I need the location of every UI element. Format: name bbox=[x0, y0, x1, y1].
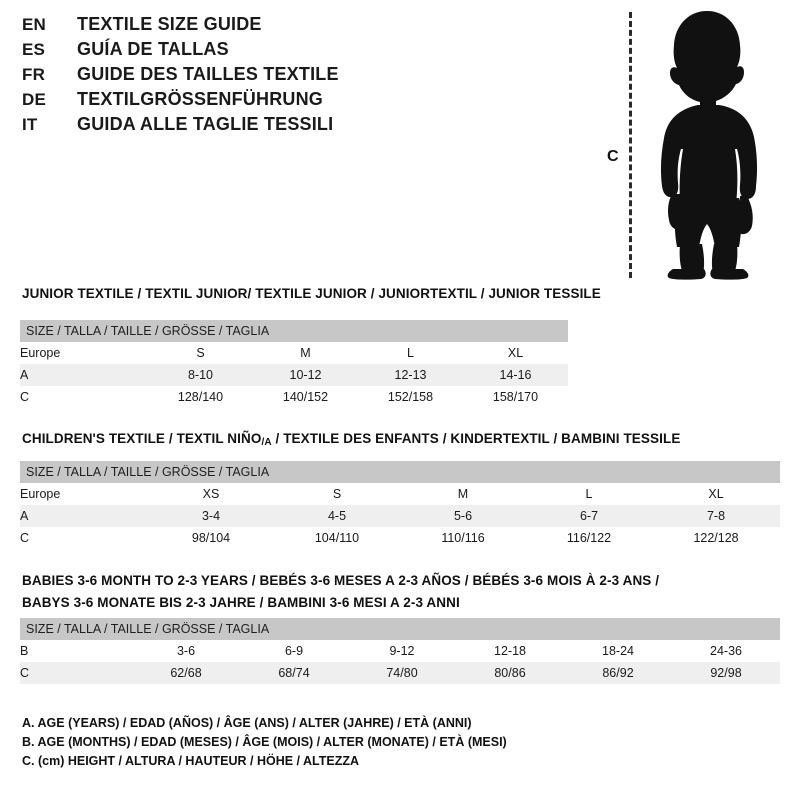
junior-bar-label: SIZE / TALLA / TAILLE / GRÖSSE / TAGLIA bbox=[20, 320, 569, 342]
toddler-silhouette-icon bbox=[660, 11, 758, 280]
language-code-it: IT bbox=[22, 115, 38, 134]
babies-row-c-v1: 68/74 bbox=[240, 662, 348, 684]
table-row: C 128/140 140/152 152/158 158/170 bbox=[20, 386, 569, 408]
table-row: C 98/104 104/110 110/116 116/122 122/128 bbox=[20, 527, 781, 549]
children-row-c-label: C bbox=[20, 527, 148, 549]
children-row-a-v1: 4-5 bbox=[274, 505, 400, 527]
children-heading-sub: /A bbox=[261, 437, 272, 448]
children-row-europe-v3: L bbox=[526, 483, 652, 505]
table-row: A 8-10 10-12 12-13 14-16 bbox=[20, 364, 569, 386]
language-code-de: DE bbox=[22, 90, 47, 109]
babies-row-b-v1: 6-9 bbox=[240, 640, 348, 662]
junior-row-a-label: A bbox=[20, 364, 148, 386]
language-code-fr: FR bbox=[22, 65, 46, 84]
language-title-en: TEXTILE SIZE GUIDE bbox=[77, 14, 262, 34]
table-row: C 62/68 68/74 74/80 80/86 86/92 92/98 bbox=[20, 662, 780, 684]
children-row-europe-label: Europe bbox=[20, 483, 148, 505]
babies-row-c-v4: 86/92 bbox=[564, 662, 672, 684]
babies-row-c-v3: 80/86 bbox=[456, 662, 564, 684]
children-bar-label: SIZE / TALLA / TAILLE / GRÖSSE / TAGLIA bbox=[20, 461, 781, 483]
language-row-es: ES GUÍA DE TALLAS bbox=[22, 39, 542, 64]
language-row-it: IT GUIDA ALLE TAGLIE TESSILI bbox=[22, 114, 542, 139]
measure-label-c: C bbox=[607, 148, 619, 165]
babies-row-b-v3: 12-18 bbox=[456, 640, 564, 662]
language-title-es: GUÍA DE TALLAS bbox=[77, 39, 229, 59]
junior-row-c-v0: 128/140 bbox=[148, 386, 253, 408]
section-heading-children: CHILDREN'S TEXTILE / TEXTIL NIÑO/A / TEX… bbox=[22, 431, 680, 448]
language-title-block: EN TEXTILE SIZE GUIDE ES GUÍA DE TALLAS … bbox=[22, 14, 542, 139]
legend-block: A. AGE (YEARS) / EDAD (AÑOS) / ÂGE (ANS)… bbox=[22, 714, 507, 771]
legend-line-c: C. (cm) HEIGHT / ALTURA / HAUTEUR / HÖHE… bbox=[22, 754, 360, 768]
children-row-europe-v1: S bbox=[274, 483, 400, 505]
babies-row-b-v5: 24-36 bbox=[672, 640, 780, 662]
junior-row-a-v0: 8-10 bbox=[148, 364, 253, 386]
junior-row-c-v2: 152/158 bbox=[358, 386, 463, 408]
legend-line-b: B. AGE (MONTHS) / EDAD (MESES) / ÂGE (MO… bbox=[22, 735, 507, 749]
children-row-a-v2: 5-6 bbox=[400, 505, 526, 527]
junior-row-c-v1: 140/152 bbox=[253, 386, 358, 408]
babies-row-b-v4: 18-24 bbox=[564, 640, 672, 662]
language-code-en: EN bbox=[22, 15, 47, 34]
language-row-fr: FR GUIDE DES TAILLES TEXTILE bbox=[22, 64, 542, 89]
table-row: Europe XS S M L XL bbox=[20, 483, 781, 505]
section-heading-babies-line1: BABIES 3-6 MONTH TO 2-3 YEARS / BEBÉS 3-… bbox=[22, 573, 660, 588]
children-row-c-v0: 98/104 bbox=[148, 527, 274, 549]
babies-row-b-label: B bbox=[20, 640, 132, 662]
children-heading-pre: CHILDREN'S TEXTILE / TEXTIL NIÑO bbox=[22, 431, 262, 446]
junior-row-europe-v1: M bbox=[253, 342, 358, 364]
babies-row-c-v5: 92/98 bbox=[672, 662, 780, 684]
babies-row-b-v2: 9-12 bbox=[348, 640, 456, 662]
children-row-a-v0: 3-4 bbox=[148, 505, 274, 527]
section-heading-babies-line2: BABYS 3-6 MONATE BIS 2-3 JAHRE / BAMBINI… bbox=[22, 595, 460, 610]
junior-row-a-v1: 10-12 bbox=[253, 364, 358, 386]
height-measure-line-icon bbox=[629, 12, 632, 278]
junior-row-c-label: C bbox=[20, 386, 148, 408]
language-title-it: GUIDA ALLE TAGLIE TESSILI bbox=[77, 114, 334, 134]
junior-row-europe-label: Europe bbox=[20, 342, 148, 364]
junior-row-a-v3: 14-16 bbox=[463, 364, 569, 386]
babies-bar-label: SIZE / TALLA / TAILLE / GRÖSSE / TAGLIA bbox=[20, 618, 780, 640]
junior-size-table: SIZE / TALLA / TAILLE / GRÖSSE / TAGLIA … bbox=[20, 320, 569, 408]
height-figure-area: C bbox=[595, 8, 795, 280]
junior-row-europe-v0: S bbox=[148, 342, 253, 364]
children-heading-post: / TEXTILE DES ENFANTS / KINDERTEXTIL / B… bbox=[271, 431, 681, 446]
junior-row-a-v2: 12-13 bbox=[358, 364, 463, 386]
children-table-bar-row: SIZE / TALLA / TAILLE / GRÖSSE / TAGLIA bbox=[20, 461, 781, 483]
language-code-es: ES bbox=[22, 40, 46, 59]
children-row-c-v1: 104/110 bbox=[274, 527, 400, 549]
babies-row-c-v0: 62/68 bbox=[132, 662, 240, 684]
junior-row-europe-v2: L bbox=[358, 342, 463, 364]
children-row-europe-v4: XL bbox=[652, 483, 781, 505]
language-title-fr: GUIDE DES TAILLES TEXTILE bbox=[77, 64, 339, 84]
table-row: A 3-4 4-5 5-6 6-7 7-8 bbox=[20, 505, 781, 527]
babies-row-b-v0: 3-6 bbox=[132, 640, 240, 662]
language-title-de: TEXTILGRÖSSENFÜHRUNG bbox=[77, 89, 324, 109]
junior-row-c-v3: 158/170 bbox=[463, 386, 569, 408]
children-row-c-v3: 116/122 bbox=[526, 527, 652, 549]
children-row-c-v2: 110/116 bbox=[400, 527, 526, 549]
babies-table-bar-row: SIZE / TALLA / TAILLE / GRÖSSE / TAGLIA bbox=[20, 618, 780, 640]
children-row-a-label: A bbox=[20, 505, 148, 527]
section-heading-junior: JUNIOR TEXTILE / TEXTIL JUNIOR/ TEXTILE … bbox=[22, 286, 601, 301]
children-row-europe-v0: XS bbox=[148, 483, 274, 505]
junior-row-europe-v3: XL bbox=[463, 342, 569, 364]
language-row-de: DE TEXTILGRÖSSENFÜHRUNG bbox=[22, 89, 542, 114]
children-row-a-v4: 7-8 bbox=[652, 505, 781, 527]
legend-line-a: A. AGE (YEARS) / EDAD (AÑOS) / ÂGE (ANS)… bbox=[22, 716, 472, 730]
children-size-table: SIZE / TALLA / TAILLE / GRÖSSE / TAGLIA … bbox=[20, 461, 781, 549]
babies-row-c-label: C bbox=[20, 662, 132, 684]
table-row: B 3-6 6-9 9-12 12-18 18-24 24-36 bbox=[20, 640, 780, 662]
babies-row-c-v2: 74/80 bbox=[348, 662, 456, 684]
table-row: Europe S M L XL bbox=[20, 342, 569, 364]
language-row-en: EN TEXTILE SIZE GUIDE bbox=[22, 14, 542, 39]
children-row-a-v3: 6-7 bbox=[526, 505, 652, 527]
children-row-europe-v2: M bbox=[400, 483, 526, 505]
junior-table-bar-row: SIZE / TALLA / TAILLE / GRÖSSE / TAGLIA bbox=[20, 320, 569, 342]
babies-size-table: SIZE / TALLA / TAILLE / GRÖSSE / TAGLIA … bbox=[20, 618, 780, 684]
children-row-c-v4: 122/128 bbox=[652, 527, 781, 549]
